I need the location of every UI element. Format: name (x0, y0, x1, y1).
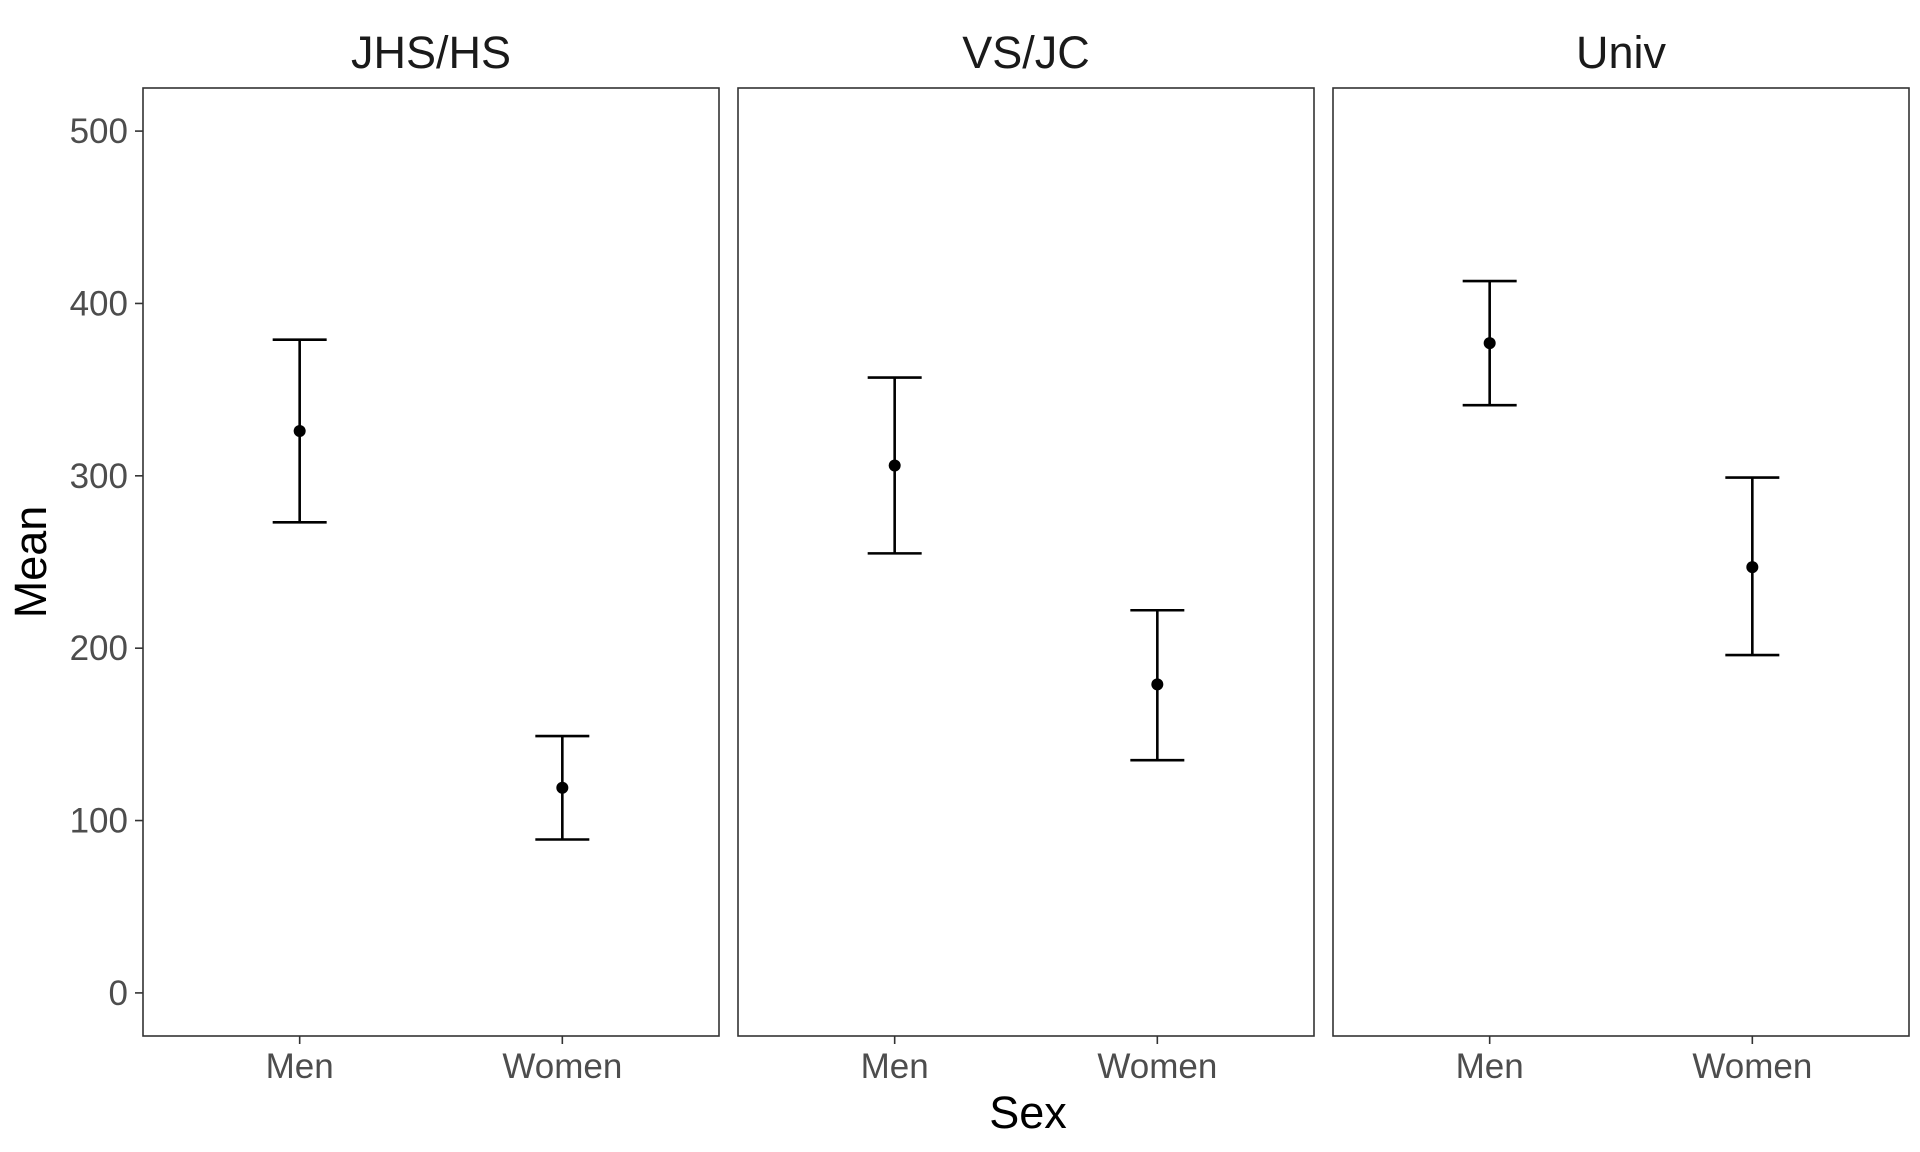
facet-panel: JHS/HS Men Women (142, 27, 720, 1086)
x-tick-label: Men (266, 1047, 334, 1086)
x-tick-label: Women (1692, 1047, 1812, 1086)
x-tick-label: Women (502, 1047, 622, 1086)
mean-point (293, 425, 306, 438)
panel-frame (142, 87, 720, 1037)
y-tick-label: 500 (70, 112, 128, 151)
x-axis-title: Sex (989, 1087, 1067, 1138)
y-tick-label: 200 (70, 629, 128, 668)
x-tick-label: Women (1097, 1047, 1217, 1086)
mean-point (1151, 678, 1164, 691)
facet-panel: Univ Men Women (1332, 27, 1910, 1086)
panel-frame (737, 87, 1315, 1037)
mean-point (1483, 337, 1496, 350)
y-tick-label: 0 (109, 974, 128, 1013)
x-tick-label: Men (861, 1047, 929, 1086)
mean-point (1746, 561, 1759, 574)
facet-panels: JHS/HS Men Women VS/JC Men Women Univ Men Women (142, 27, 1910, 1086)
y-axis-title: Mean (5, 506, 56, 619)
y-tick-label: 400 (70, 284, 128, 323)
panel-strip-label: Univ (1576, 27, 1667, 78)
x-tick-label: Men (1456, 1047, 1524, 1086)
panel-strip-label: VS/JC (962, 27, 1090, 78)
y-tick-label: 100 (70, 802, 128, 841)
y-axis: 0 100 200 300 400 500 (70, 112, 143, 1013)
panel-frame (1332, 87, 1910, 1037)
panel-strip-label: JHS/HS (351, 27, 511, 78)
facet-panel: VS/JC Men Women (737, 27, 1315, 1086)
mean-point (888, 459, 901, 472)
mean-point (556, 781, 569, 794)
y-tick-label: 300 (70, 457, 128, 496)
